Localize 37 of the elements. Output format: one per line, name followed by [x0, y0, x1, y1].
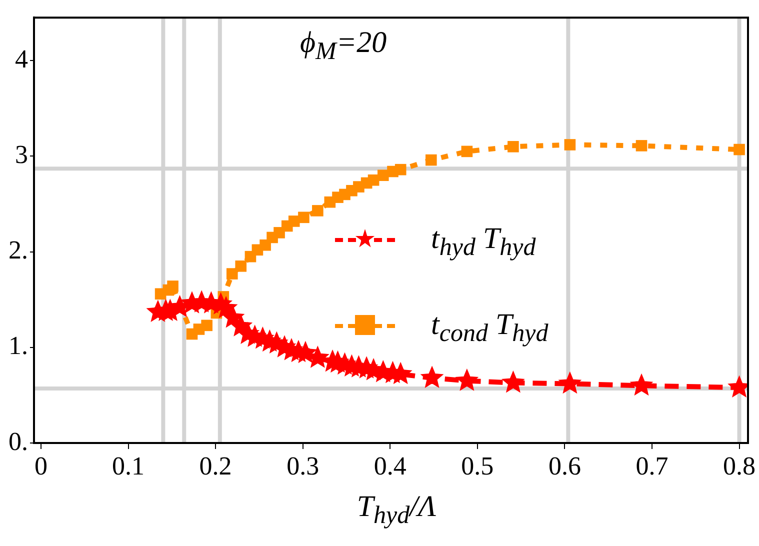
legend-label: t$_{cond}$ T$_{hyd}$: [431, 308, 548, 348]
x-tick-label: 0.1: [112, 451, 145, 480]
point: [636, 140, 648, 152]
point: [630, 374, 652, 396]
y-tick-label: 4: [15, 44, 28, 74]
x-tick-label: 0.8: [723, 451, 756, 480]
y-tick-label: 0.: [8, 426, 28, 456]
x-tick-label: 0.2: [199, 451, 232, 480]
x-tick-label: 0.5: [461, 451, 494, 480]
point: [394, 164, 406, 176]
point: [312, 205, 324, 216]
y-tick-label: 2.: [8, 236, 28, 265]
point: [502, 371, 524, 392]
point: [235, 260, 247, 272]
point: [421, 366, 443, 388]
legend-label: t$_{hyd}$ T$_{hyd}$: [431, 222, 536, 262]
point: [368, 174, 380, 186]
x-tick-label: 0.7: [636, 451, 668, 480]
point: [167, 280, 178, 292]
y-tick-label: 3: [15, 140, 28, 170]
point: [558, 372, 581, 394]
point: [226, 268, 238, 280]
x-tick-label: 0: [34, 451, 48, 480]
annotation: ϕ$_{M}$=20: [300, 26, 387, 66]
x-tick-label: 0.3: [286, 451, 320, 480]
point: [461, 146, 473, 158]
point: [734, 144, 745, 156]
y-tick-label: 1.: [8, 331, 28, 360]
x-tick-label: 0.4: [374, 451, 406, 480]
x-axis-title: T$_{hyd}$/Λ: [356, 490, 438, 530]
x-tick-label: 0.6: [548, 451, 581, 480]
point: [508, 140, 519, 152]
point: [201, 320, 212, 332]
point: [298, 212, 310, 224]
point: [425, 154, 437, 166]
point: [456, 369, 478, 390]
point: [564, 139, 576, 150]
